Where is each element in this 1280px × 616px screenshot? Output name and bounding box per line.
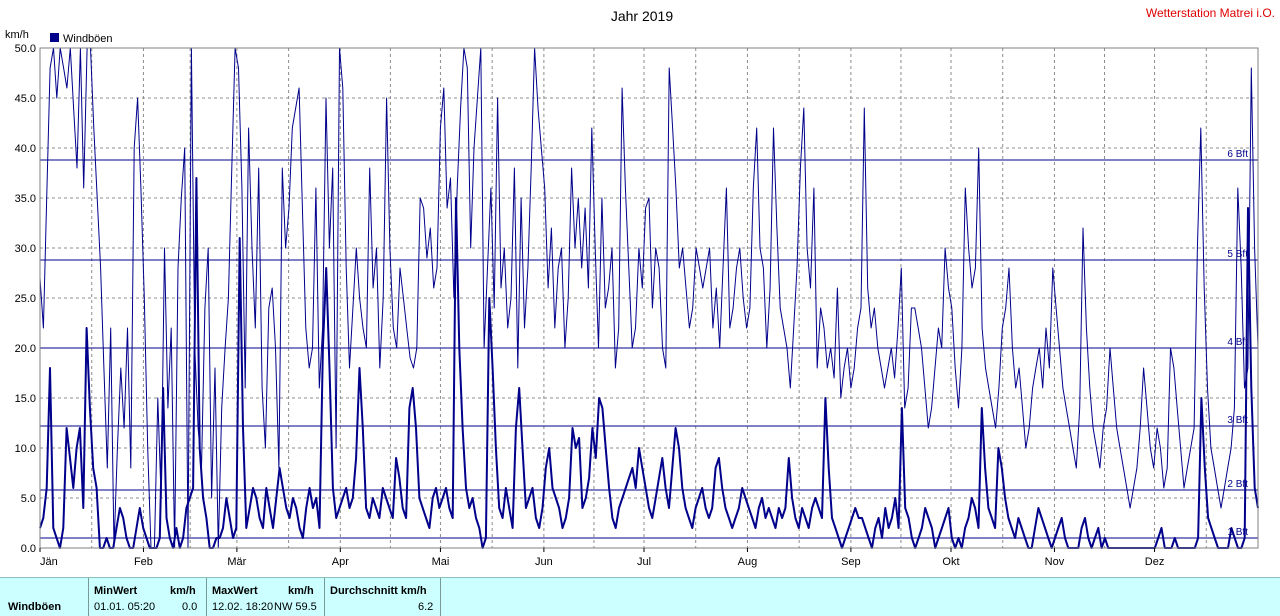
axis-labels: 0.0 5.0 10.0 15.0 20.0 25.0 30.0 35.0 40.0 45.0 50… (15, 43, 1165, 568)
beaufort-label: 2 Bft (1227, 479, 1248, 490)
x-tick-label: Jun (535, 556, 553, 568)
x-tick-label: Mär (227, 556, 246, 568)
min-value: 0.0 (182, 601, 198, 613)
x-tick-label: Apr (332, 556, 349, 568)
plot-frame (39, 47, 1259, 549)
y-tick-label: 20.0 (15, 343, 36, 355)
avg-header: Durchschnitt km/h (330, 585, 427, 597)
x-tick-label: Nov (1045, 556, 1065, 568)
station-label: Wetterstation Matrei i.O. (1146, 6, 1275, 20)
x-tick-label: Aug (738, 556, 758, 568)
min-header: MinWert (94, 585, 138, 597)
chart-title: Jahr 2019 (611, 8, 673, 24)
series-line-avg (39, 177, 1259, 549)
y-tick-label: 35.0 (15, 193, 36, 205)
max-header: MaxWert (212, 585, 258, 597)
y-tick-label: 5.0 (21, 493, 36, 505)
x-tick-label: Sep (841, 556, 861, 568)
x-tick-label: Feb (134, 556, 153, 568)
beaufort-label: 5 Bft (1227, 249, 1248, 260)
y-tick-label: 15.0 (15, 393, 36, 405)
beaufort-label: 3 Bft (1227, 415, 1248, 426)
y-tick-label: 10.0 (15, 443, 36, 455)
y-tick-label: 50.0 (15, 43, 36, 55)
y-tick-label: 25.0 (15, 293, 36, 305)
x-tick-label: Jän (40, 556, 58, 568)
y-tick-label: 40.0 (15, 143, 36, 155)
wind-chart: 1 Bft 2 Bft 3 Bft 4 Bft 5 Bft 6 Bft 0.0 5.0 10.… (5, 6, 1275, 568)
legend-label: Windböen (63, 33, 113, 45)
y-tick-label: 30.0 (15, 243, 36, 255)
x-tick-label: Okt (942, 556, 959, 568)
min-time: 01.01. 05:20 (94, 601, 156, 613)
beaufort-label: 6 Bft (1227, 149, 1248, 160)
avg-value: 6.2 (418, 601, 434, 613)
legend-swatch (50, 33, 59, 42)
min-unit: km/h (170, 585, 196, 597)
y-tick-label: 0.0 (21, 543, 36, 555)
x-tick-label: Jul (637, 556, 651, 568)
max-time: 12.02. 18:20 (212, 601, 274, 613)
series-layer (39, 47, 1259, 549)
series-line-max (39, 47, 1259, 549)
y-tick-label: 45.0 (15, 93, 36, 105)
stats-row-label: Windböen (8, 601, 62, 613)
beaufort-label: 4 Bft (1227, 337, 1248, 348)
beaufort-label: 1 Bft (1227, 527, 1248, 538)
max-value: NW 59.5 (274, 601, 317, 613)
x-tick-label: Mai (432, 556, 450, 568)
stats-panel: Windböen MinWert km/h 01.01. 05:20 0.0 M… (0, 577, 1280, 616)
x-tick-label: Dez (1145, 556, 1165, 568)
max-unit: km/h (288, 585, 314, 597)
y-axis-unit: km/h (5, 29, 29, 41)
